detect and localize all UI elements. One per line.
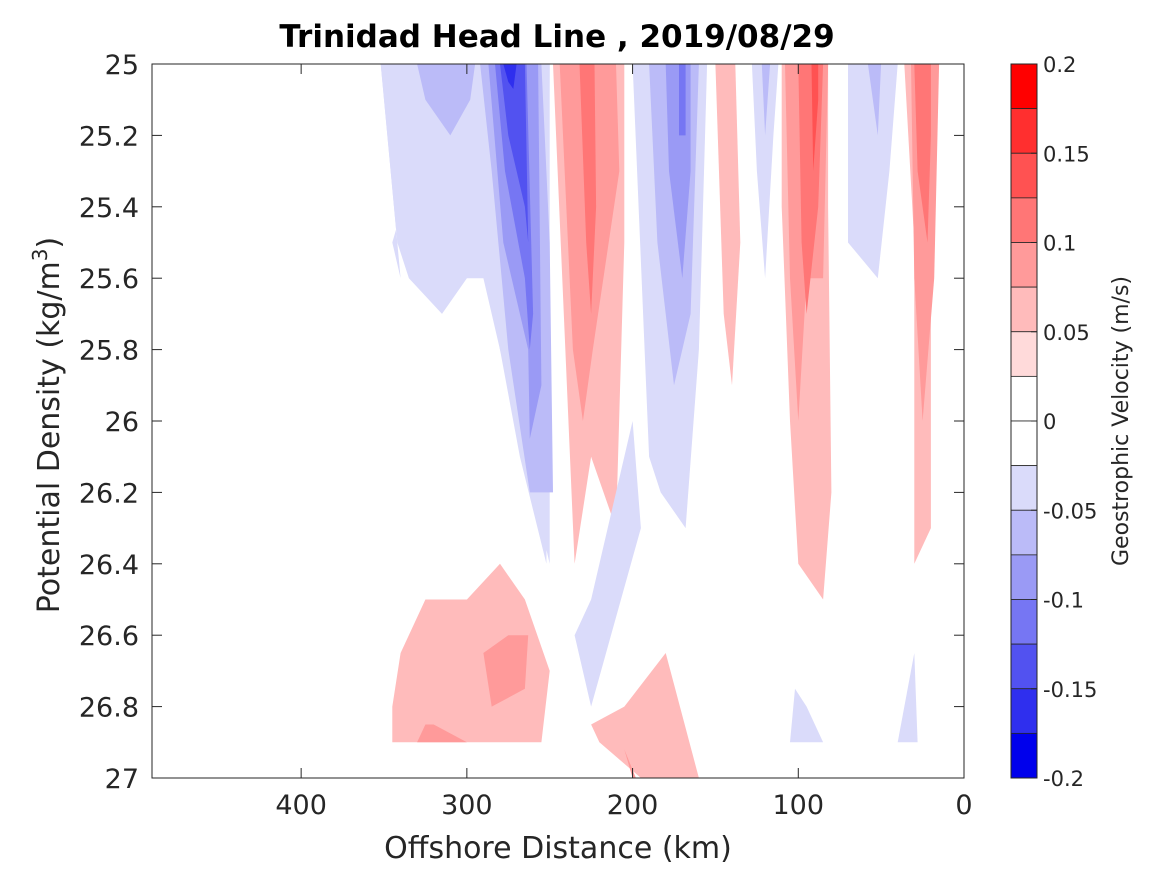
- contour-region-pos-deep-west-core2: [417, 724, 467, 743]
- colorbar-segment: [1010, 108, 1038, 154]
- contour-region-neg-2-core: [679, 64, 686, 136]
- colorbar-segment: [1010, 599, 1038, 645]
- colorbar-segment: [1010, 554, 1038, 600]
- contour-regions: [380, 64, 940, 778]
- contour-region-neg-deep-2: [897, 653, 918, 743]
- colorbar-segment: [1010, 465, 1038, 511]
- contour-region-neg-2-tail: [574, 421, 641, 707]
- colorbar-tick-label: 0.2: [1043, 53, 1076, 77]
- y-tick-label: 25.2: [79, 121, 139, 152]
- colorbar-tick-label: -0.2: [1043, 767, 1084, 791]
- contour-region-neg-3: [751, 64, 779, 279]
- y-tick-label: 25.4: [79, 193, 139, 224]
- x-axis-label: Offshore Distance (km): [384, 831, 732, 866]
- contour-region-neg-4b: [867, 64, 882, 136]
- chart-title: Trinidad Head Line , 2019/08/29: [279, 19, 834, 55]
- colorbar-tick-label: 0.1: [1043, 232, 1076, 256]
- colorbar-segment: [1010, 509, 1038, 556]
- contour-region-pos-3-inner: [798, 64, 824, 314]
- contour-region-pos-deep-west-core: [483, 635, 529, 707]
- colorbar-segment: [1010, 375, 1038, 422]
- x-tick-label: 300: [441, 790, 493, 821]
- colorbar-segment: [1010, 152, 1038, 199]
- contour-region-neg-west-mid: [417, 64, 476, 136]
- y-axis-label: Potential Density (kg/m3): [28, 237, 67, 613]
- y-tick-label: 26.6: [79, 621, 139, 652]
- y-tick-label: 25.8: [79, 336, 139, 367]
- contour-region-pos-2: [715, 64, 741, 386]
- colorbar-segment: [1010, 688, 1038, 734]
- x-tick-label: 0: [955, 790, 972, 821]
- contour-region-pos-1-core: [579, 64, 597, 314]
- colorbar-segment: [1010, 420, 1038, 467]
- x-tick-label: 200: [607, 790, 659, 821]
- colorbar-tick-label: -0.15: [1043, 678, 1097, 702]
- y-axis: 25 25.2 25.4 25.6 25.8 26 26.2 26.4 26.6 26.8 27: [79, 50, 964, 795]
- colorbar-tick-label: 0: [1043, 410, 1056, 434]
- y-tick-label: 26: [105, 407, 139, 438]
- colorbar-label: Geostrophic Velocity (m/s): [1109, 276, 1134, 566]
- x-tick-label: 100: [773, 790, 825, 821]
- y-tick-label: 27: [105, 764, 139, 795]
- contour-region-neg-west-peak: [503, 64, 517, 89]
- y-tick-label: 26.2: [79, 478, 139, 509]
- colorbar-segment: [1010, 286, 1038, 333]
- contour-region-neg-deep-1: [790, 688, 824, 743]
- contour-region-pos-deep-west: [392, 563, 550, 743]
- colorbar-segment: [1010, 643, 1038, 690]
- contour-region-neg-3b: [761, 64, 771, 136]
- colorbar: 0.2 0.15 0.1 0.05 0 -0.05 -0.1 -0.15 -0.2: [1010, 53, 1097, 791]
- x-axis: 400 300 200 100 0: [275, 64, 973, 821]
- contour-region-neg-4: [848, 64, 898, 279]
- colorbar-tick-label: 0.05: [1043, 321, 1090, 345]
- contour-region-pos-deep-mid: [591, 653, 699, 778]
- y-tick-label: 25.6: [79, 264, 139, 295]
- colorbar-segment: [1010, 197, 1038, 243]
- colorbar-tick-label: 0.15: [1043, 142, 1090, 166]
- colorbar-segment: [1010, 732, 1038, 779]
- colorbar-tick-label: -0.05: [1043, 499, 1097, 523]
- colorbar-segment: [1010, 242, 1038, 288]
- colorbar-segment: [1010, 63, 1038, 110]
- x-tick-label: 400: [275, 790, 327, 821]
- contour-region-pos-4-inner: [914, 64, 931, 243]
- y-tick-label: 26.4: [79, 550, 139, 581]
- y-tick-label: 26.8: [79, 693, 139, 724]
- y-tick-label: 25: [105, 50, 139, 81]
- contour-region-pos-3-core: [811, 64, 819, 172]
- contour-region-neg-west-core: [500, 64, 529, 243]
- contour-region-pos-2b: [723, 64, 732, 82]
- colorbar-tick-label: -0.1: [1043, 589, 1084, 613]
- colorbar-segment: [1010, 331, 1038, 377]
